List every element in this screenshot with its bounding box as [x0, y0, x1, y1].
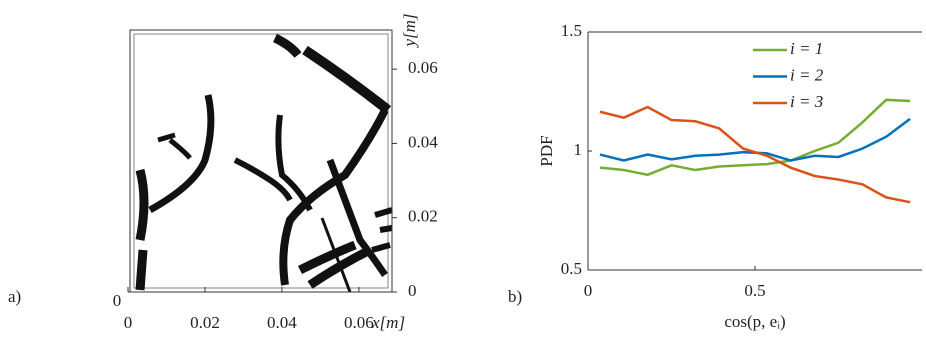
- y-tick-label: 0.04: [408, 132, 438, 151]
- ribbon: [158, 135, 190, 158]
- legend-label: i = 1: [790, 39, 823, 58]
- y-tick-label: 0.5: [561, 259, 582, 278]
- y-axis-label: PDF: [537, 135, 556, 166]
- y-tick-label: 0.06: [408, 58, 438, 77]
- x-axis-label: cos(p, eᵢ): [724, 312, 785, 331]
- x-tick-label: 0: [584, 281, 593, 300]
- x-tick-label: 0.5: [744, 281, 765, 300]
- x-tick-label: 0.04: [267, 313, 297, 332]
- z-tick-label: 0: [113, 291, 122, 310]
- x-tick-label: 0: [124, 313, 133, 332]
- data-line: [600, 100, 910, 175]
- ribbon: [140, 170, 144, 290]
- y-axis-label: y[m]: [400, 13, 419, 48]
- panel-label: b): [508, 287, 522, 306]
- x-tick-label: 0.06: [344, 313, 374, 332]
- y-tick-label: 0.02: [408, 207, 438, 226]
- panel-label: a): [8, 287, 21, 306]
- legend-label: i = 2: [790, 65, 824, 84]
- ribbon: [305, 50, 388, 110]
- y-tick-label: 1: [574, 140, 583, 159]
- legend-label: i = 3: [790, 92, 823, 111]
- ribbon: [150, 95, 211, 210]
- ribbon: [275, 38, 298, 55]
- y-tick-label: 0: [408, 281, 417, 300]
- figure: 00.020.040.0600.020.040.060x[m]y[m]a)00.…: [0, 0, 926, 337]
- data-line: [600, 119, 910, 161]
- ribbon: [278, 115, 310, 210]
- x-axis-label: x[m]: [371, 313, 405, 332]
- ribbon: [300, 245, 370, 285]
- ribbon: [372, 210, 392, 250]
- y-tick-label: 1.5: [561, 21, 582, 40]
- x-tick-label: 0.02: [190, 313, 220, 332]
- ribbons: [130, 30, 392, 292]
